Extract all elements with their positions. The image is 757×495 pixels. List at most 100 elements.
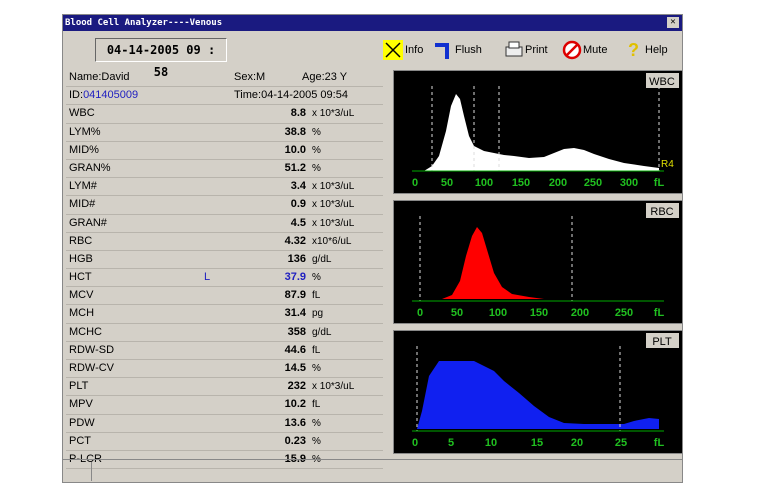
param-name: MPV (69, 398, 93, 411)
histogram-label: RBC (650, 206, 673, 218)
x-tick-label: 0 (417, 307, 423, 319)
histogram-panel: PLT 0 5 10 15 20 25 fL (393, 330, 683, 454)
param-value: 44.6 (284, 343, 306, 356)
result-row: MCHC 358 g/dL (66, 324, 383, 342)
x-tick-label: 5 (448, 437, 454, 449)
histogram: WBC R4 0 50 100 150 200 250 300 fL (412, 73, 679, 189)
param-value: 37.9 (284, 271, 306, 284)
label-box (646, 203, 679, 218)
x-tick-label: 50 (441, 177, 453, 189)
param-value: 3.4 (290, 180, 306, 193)
param-unit: x10*6/uL (312, 235, 352, 247)
param-value: 31.4 (284, 307, 306, 320)
param-unit: % (312, 144, 321, 156)
param-value: 8.8 (290, 107, 306, 120)
param-value: 13.6 (284, 416, 306, 429)
param-unit: g/dL (312, 253, 332, 265)
histogram-curve (417, 361, 659, 429)
param-value: 136 (287, 252, 306, 265)
x-tick-label: 0 (412, 177, 418, 189)
toolbar-button[interactable]: Mute (561, 39, 607, 61)
field-label: Name: (69, 71, 102, 83)
param-value: 15.9 (284, 452, 306, 465)
patient-field: Time:04-14-2005 09:54 (234, 87, 348, 104)
x-tick-label: 50 (451, 307, 463, 319)
result-row: MCV 87.9 fL (66, 287, 383, 306)
result-row: HCT L 37.9% (66, 269, 383, 288)
button-label: Info (405, 44, 424, 57)
button-icon (383, 40, 403, 61)
histogram-panel: RBC 0 50 100 150 200 250 fL (393, 200, 683, 324)
param-unit: fL (312, 290, 321, 302)
param-value: 10.0 (284, 143, 306, 156)
result-row: MPV 10.2 fL (66, 396, 383, 415)
x-tick-label: 150 (512, 177, 530, 189)
param-unit: % (312, 162, 321, 174)
button-icon (435, 43, 449, 60)
field-value: 23 Y (324, 71, 348, 83)
x-tick-label: 10 (485, 437, 497, 449)
param-name: MCH (69, 307, 95, 320)
x-tick-label: 200 (571, 307, 589, 319)
param-unit: x 10*3/uL (312, 381, 355, 393)
svg-text:?: ? (628, 40, 639, 60)
x-tick-label: 250 (615, 307, 633, 319)
param-name: PLT (69, 380, 89, 393)
x-tick-label: fL (654, 307, 665, 319)
result-row: GRAN# 4.5 x 10*3/uL (66, 215, 383, 233)
param-value: 0.9 (290, 198, 306, 211)
param-value: 4.32 (284, 234, 306, 247)
param-name: LYM% (69, 125, 101, 138)
x-tick-label: 200 (549, 177, 567, 189)
param-unit: % (312, 417, 321, 429)
field-value: David (101, 71, 130, 83)
result-row: PDW 13.6% (66, 415, 383, 433)
param-value: 232 (287, 380, 306, 393)
field-value: M (256, 71, 266, 83)
param-name: P-LCR (69, 452, 103, 465)
result-row: WBC 8.8 x 10*3/uL (66, 105, 383, 124)
param-unit: x 10*3/uL (312, 108, 355, 120)
param-name: PDW (69, 416, 95, 429)
param-value: 87.9 (284, 289, 306, 302)
param-flag: L (204, 271, 211, 284)
histogram-curve (424, 94, 659, 171)
param-value: 10.2 (284, 398, 306, 411)
toolbar-button[interactable]: Print (503, 39, 548, 61)
patient-field: ID:041405009 (69, 87, 138, 104)
param-value: 0.23 (284, 434, 306, 447)
param-name: GRAN# (69, 216, 107, 229)
toolbar-button[interactable]: Info (383, 39, 423, 61)
result-row: RBC 4.32 x10*6/uL (66, 233, 383, 251)
toolbar-button[interactable]: Flush (433, 39, 482, 61)
param-name: RDW-SD (69, 343, 115, 356)
param-name: MID% (69, 143, 99, 156)
param-name: RDW-CV (69, 362, 115, 374)
patient-row: ID:041405009 Time:04-14-2005 09:54 (66, 87, 383, 106)
field-value: 04-14-2005 09:54 (261, 89, 348, 102)
x-tick-label: 150 (530, 307, 548, 319)
x-tick-label: 15 (531, 437, 543, 449)
window-title: Blood Cell Analyzer----Venous (65, 18, 223, 28)
param-unit: % (312, 272, 321, 284)
button-label: Help (645, 44, 668, 57)
result-row: LYM% 38.8% (66, 124, 383, 142)
close-button[interactable]: ✕ (667, 17, 679, 28)
x-tick-label: 20 (571, 437, 583, 449)
x-tick-label: 300 (620, 177, 638, 189)
toolbar-button[interactable]: ? Help (623, 39, 668, 61)
button-label: Print (525, 44, 548, 57)
param-value: 358 (287, 325, 306, 338)
param-unit: x 10*3/uL (312, 217, 355, 229)
histogram-curve (442, 227, 544, 299)
patient-field: Name:David (69, 69, 130, 86)
result-row: HGB 136 g/dL (66, 251, 383, 270)
field-label: ID: (69, 89, 84, 102)
result-row: GRAN% 51.2% (66, 160, 383, 179)
param-name: GRAN% (69, 161, 111, 174)
param-unit: g/dL (312, 326, 332, 338)
x-tick-label: 100 (489, 307, 507, 319)
field-label: Sex: (234, 71, 257, 83)
button-icon: ? (628, 40, 639, 60)
